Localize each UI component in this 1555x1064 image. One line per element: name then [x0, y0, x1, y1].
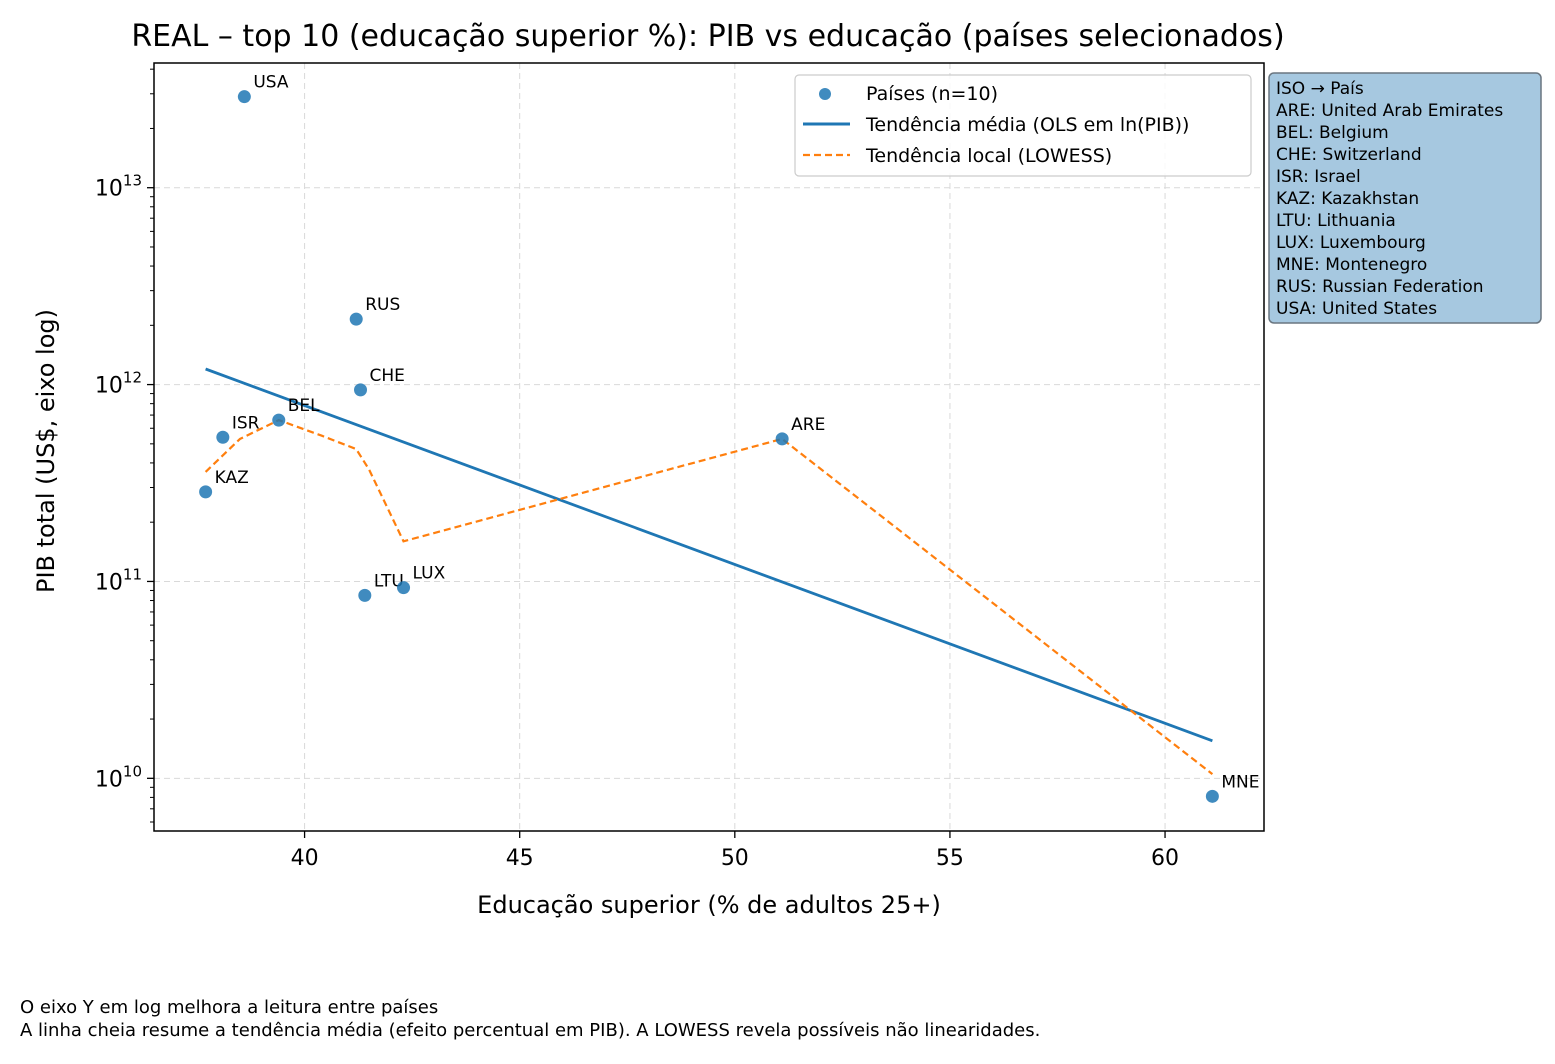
data-point — [397, 581, 411, 595]
legend-frame — [794, 74, 1252, 177]
axis-ticks: 40 45 50 55 60 1010 1011 1012 1013 — [95, 68, 1179, 871]
legend-marker-scatter — [819, 88, 831, 100]
y-tick-label: 1012 — [95, 369, 142, 399]
legend-label-scatter: Países (n=10) — [866, 83, 998, 105]
chart-title: REAL – top 10 (educação superior %): PIB… — [131, 19, 1284, 54]
iso-entry: LUX: Luxembourg — [1276, 233, 1426, 253]
legend-label-ols: Tendência média (OLS em ln(PIB)) — [865, 114, 1189, 136]
footer-line-2: A linha cheia resume a tendência média (… — [20, 1020, 1041, 1041]
iso-entry: ARE: United Arab Emirates — [1276, 101, 1503, 121]
data-point-label: ARE — [791, 415, 825, 435]
plot-frame — [153, 62, 1265, 832]
iso-legend-box: ISO → País ARE: United Arab Emirates BEL… — [1268, 72, 1542, 324]
x-tick-label: 40 — [291, 846, 319, 871]
data-point-label: LTU — [374, 571, 404, 591]
lowess-trend-line — [204, 418, 1214, 775]
grid — [154, 63, 1264, 831]
x-tick-label: 55 — [936, 846, 964, 871]
y-axis-label: PIB total (US$, eixo log) — [32, 309, 60, 593]
data-point-label: MNE — [1221, 772, 1259, 792]
footer-note: O eixo Y em log melhora a leitura entre … — [20, 996, 1040, 1042]
y-tick-label: 1011 — [95, 565, 142, 595]
data-point — [1205, 789, 1219, 803]
points-layer: USA RUS CHE BEL ISR ARE KAZ LTU LUX MNE — [199, 73, 1260, 803]
data-point-label: LUX — [413, 564, 446, 584]
iso-entry: ISR: Israel — [1276, 167, 1361, 187]
footer-line-1: O eixo Y em log melhora a leitura entre … — [20, 997, 439, 1018]
x-tick-label: 45 — [506, 846, 534, 871]
iso-entry: USA: United States — [1276, 299, 1437, 319]
data-point — [354, 383, 368, 397]
x-tick-label: 50 — [721, 846, 749, 871]
iso-box-frame — [1268, 72, 1542, 324]
y-tick-label: 1010 — [95, 762, 142, 792]
iso-entry: RUS: Russian Federation — [1276, 277, 1484, 297]
data-point-label: BEL — [288, 396, 320, 416]
data-point — [216, 430, 230, 444]
data-point-label: CHE — [370, 366, 405, 386]
data-point-label: KAZ — [215, 468, 249, 488]
data-point — [199, 485, 213, 499]
legend: Países (n=10) Tendência média (OLS em ln… — [794, 74, 1252, 177]
x-tick-label: 60 — [1151, 846, 1179, 871]
data-point — [237, 90, 251, 104]
data-point — [272, 413, 286, 427]
iso-entry: CHE: Switzerland — [1276, 145, 1422, 165]
legend-label-lowess: Tendência local (LOWESS) — [865, 145, 1112, 167]
data-point — [358, 588, 372, 602]
iso-entry: BEL: Belgium — [1276, 123, 1389, 143]
iso-entry: LTU: Lithuania — [1276, 211, 1396, 231]
x-axis-label: Educação superior (% de adultos 25+) — [477, 891, 941, 919]
data-point — [349, 312, 363, 326]
y-tick-label: 1013 — [95, 172, 142, 202]
iso-box-title: ISO → País — [1276, 79, 1364, 99]
trend-layer — [204, 367, 1214, 775]
data-point-label: RUS — [365, 295, 400, 315]
iso-entry: KAZ: Kazakhstan — [1276, 189, 1419, 209]
iso-entry: MNE: Montenegro — [1276, 255, 1427, 275]
data-point — [775, 432, 789, 446]
ols-trend-line — [205, 367, 1213, 743]
data-point-label: USA — [253, 73, 289, 93]
data-point-label: ISR — [232, 413, 260, 433]
